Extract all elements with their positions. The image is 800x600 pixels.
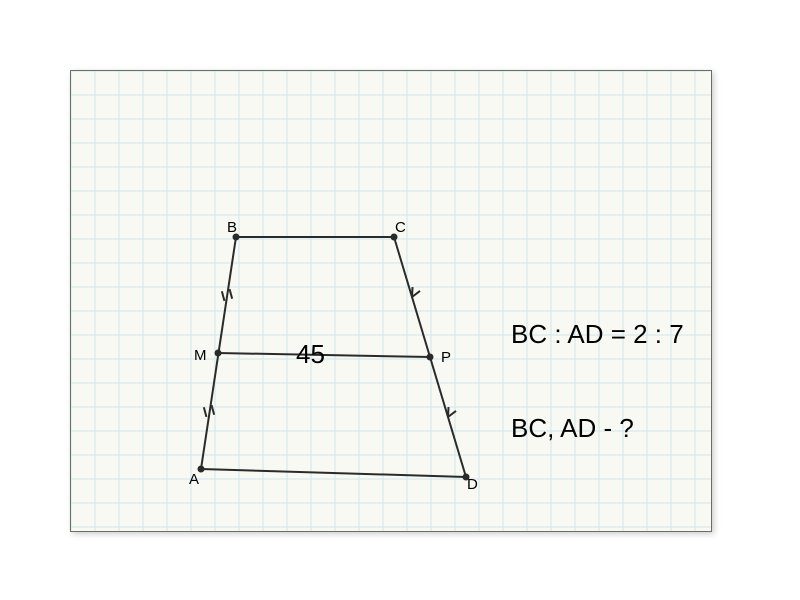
vertex-label-m: M bbox=[194, 347, 207, 364]
vertex-label-c: C bbox=[395, 219, 406, 236]
vertex-label-p: P bbox=[441, 349, 451, 366]
vertex-label-d: D bbox=[467, 476, 478, 493]
vertex-label-b: B bbox=[227, 219, 237, 236]
graph-paper: A B C D M P 45 BC : AD = 2 : 7 BC, AD - … bbox=[70, 70, 712, 532]
problem-text: BC : AD = 2 : 7 BC, AD - ? bbox=[511, 311, 684, 451]
slide: A B C D M P 45 BC : AD = 2 : 7 BC, AD - … bbox=[0, 0, 800, 600]
midsegment-value: 45 bbox=[296, 339, 325, 370]
ratio-line: BC : AD = 2 : 7 bbox=[511, 319, 684, 349]
question-line: BC, AD - ? bbox=[511, 413, 634, 443]
vertex-label-a: A bbox=[189, 471, 199, 488]
trapezoid-diagram bbox=[71, 71, 711, 531]
